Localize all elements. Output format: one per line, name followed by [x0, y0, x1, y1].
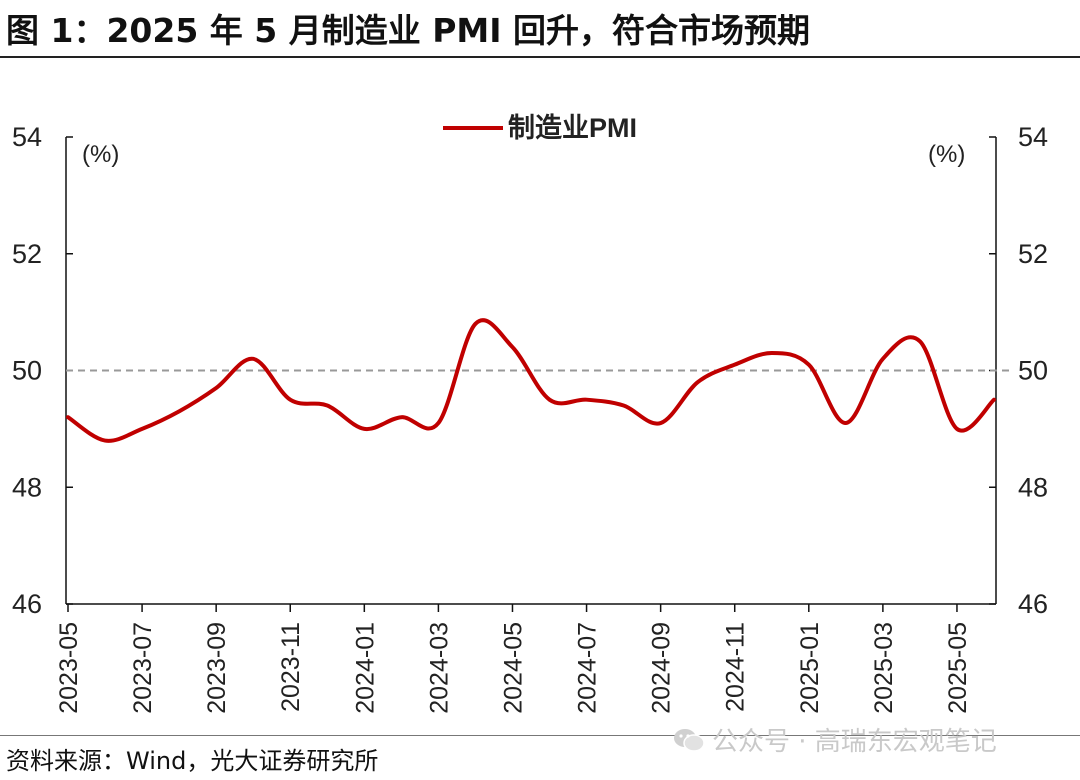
x-tick-label: 2023-05 — [55, 622, 83, 714]
x-tick-label: 2024-09 — [648, 622, 676, 714]
y-tick-label-left: 46 — [12, 589, 42, 619]
x-tick-label: 2023-11 — [277, 622, 305, 712]
y-tick-label-right: 52 — [1018, 239, 1048, 269]
figure-title: 图 1：2025 年 5 月制造业 PMI 回升，符合市场预期 — [6, 11, 811, 50]
y-tick-label-right: 50 — [1018, 356, 1048, 386]
series-line-pmi — [66, 318, 996, 443]
y-tick-label-right: 46 — [1018, 589, 1048, 619]
x-tick-label: 2024-11 — [722, 622, 750, 712]
source-note: 资料来源：Wind，光大证券研究所 — [6, 747, 379, 775]
x-tick-label: 2025-01 — [796, 622, 824, 714]
y-tick-label-right: 48 — [1018, 472, 1048, 502]
x-tick-label: 2025-03 — [870, 622, 898, 714]
right-axis-unit: (%) — [928, 141, 965, 168]
x-tick-label: 2023-07 — [129, 622, 157, 714]
left-axis-unit: (%) — [82, 141, 119, 168]
x-tick-label: 2024-03 — [425, 622, 453, 714]
x-tick-label: 2025-05 — [944, 622, 972, 714]
y-tick-label-left: 50 — [12, 356, 42, 386]
x-tick-label: 2024-05 — [499, 622, 527, 714]
x-tick-label: 2023-09 — [203, 622, 231, 714]
footer-divider — [0, 735, 1080, 736]
wechat-icon — [674, 728, 705, 752]
y-tick-label-left: 54 — [12, 122, 42, 152]
watermark-text: 公众号 · 高瑞东宏观笔记 — [712, 727, 997, 757]
title-divider — [0, 56, 1080, 58]
pmi-line-chart: 46 46 48 48 50 50 52 52 54 54 (%) (%) 2023-05 2023-07… — [12, 113, 1048, 714]
y-tick-label-left: 52 — [12, 239, 42, 269]
x-tick-label: 2024-01 — [351, 622, 379, 714]
y-tick-label-right: 54 — [1018, 122, 1048, 152]
legend-label: 制造业PMI — [508, 113, 637, 143]
watermark: 公众号 · 高瑞东宏观笔记 — [672, 721, 997, 758]
y-tick-label-left: 48 — [12, 472, 42, 502]
x-tick-label: 2024-07 — [574, 622, 602, 714]
